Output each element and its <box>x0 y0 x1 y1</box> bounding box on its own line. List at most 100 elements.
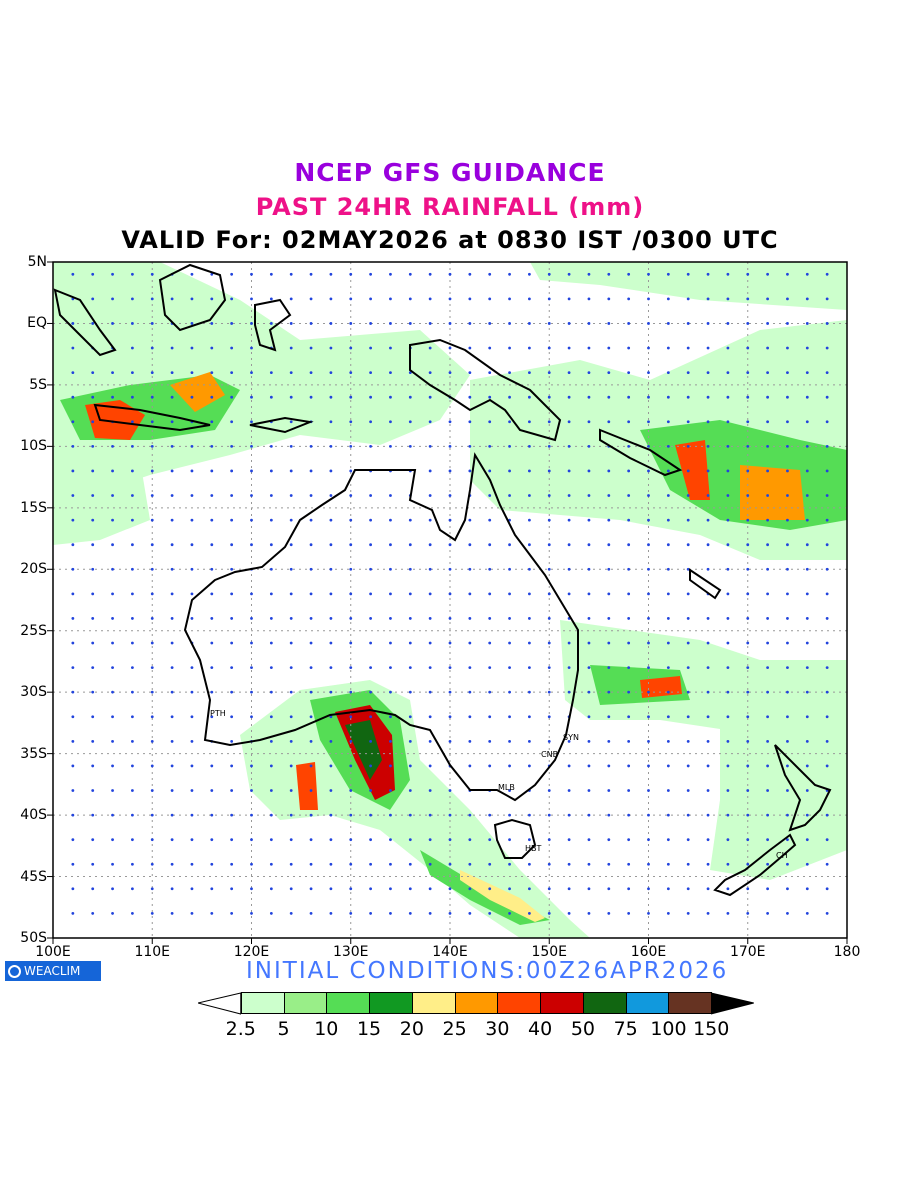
grid-point <box>468 912 472 915</box>
grid-point <box>349 297 353 301</box>
grid-point <box>726 813 730 817</box>
grid-point <box>329 764 333 768</box>
grid-point <box>210 444 214 448</box>
grid-point <box>91 469 95 473</box>
grid-point <box>528 371 531 375</box>
grid-point <box>547 444 551 448</box>
grid-point <box>349 543 353 547</box>
grid-point <box>269 813 273 817</box>
grid-point <box>706 887 710 891</box>
grid-point <box>607 715 611 719</box>
grid-point <box>766 641 769 645</box>
lon-label: 140E <box>432 944 468 960</box>
grid-point <box>349 862 353 866</box>
grid-point <box>746 666 750 669</box>
grid-point <box>508 666 511 669</box>
grid-point <box>329 346 333 350</box>
grid-point <box>269 715 273 719</box>
grid-point <box>230 739 234 743</box>
grid-point <box>746 592 750 596</box>
grid-point <box>746 887 750 891</box>
grid-point <box>389 395 392 399</box>
grid-point <box>825 322 829 325</box>
grid-point <box>230 371 234 375</box>
grid-point <box>389 690 392 694</box>
grid-point <box>170 715 174 719</box>
grid-point <box>150 715 154 719</box>
grid-point <box>269 322 273 325</box>
grid-point <box>528 912 531 915</box>
sulawesi-coastline <box>254 298 292 352</box>
grid-point <box>547 862 551 866</box>
grid-point <box>666 322 670 325</box>
grid-point <box>210 322 214 325</box>
grid-point <box>250 838 253 842</box>
grid-point <box>369 912 372 915</box>
grid-point <box>587 494 591 497</box>
lat-label: 20S <box>20 561 47 578</box>
grid-point <box>528 739 531 743</box>
grid-point <box>587 789 591 792</box>
grid-point <box>587 690 591 694</box>
grid-point <box>349 715 353 719</box>
grid-point <box>349 518 353 522</box>
grid-point <box>786 690 789 694</box>
grid-point <box>448 469 452 473</box>
grid-point <box>746 395 750 399</box>
grid-point <box>666 764 670 768</box>
grid-point <box>389 641 392 645</box>
chart-title-valid-time: VALID For: 02MAY2026 at 0830 IST /0300 U… <box>121 226 779 254</box>
grid-point <box>468 813 472 817</box>
grid-point <box>131 494 134 497</box>
grid-point <box>607 641 611 645</box>
grid-point <box>230 567 234 571</box>
grid-point <box>666 715 670 719</box>
grid-point <box>71 715 75 719</box>
grid-point <box>329 297 333 301</box>
grid-point <box>726 543 730 547</box>
grid-point <box>309 272 313 276</box>
grid-point <box>309 887 313 891</box>
grid-point <box>726 297 730 301</box>
grid-point <box>250 912 253 915</box>
grid-point <box>627 715 631 719</box>
grid-point <box>190 838 194 842</box>
grid-point <box>91 322 95 325</box>
grid-point <box>408 567 412 571</box>
grid-point <box>746 715 750 719</box>
grid-point <box>91 764 95 768</box>
grid-point <box>170 887 174 891</box>
grid-point <box>647 371 650 375</box>
grid-point <box>309 518 313 522</box>
grid-point <box>448 862 452 866</box>
grid-point <box>706 272 710 276</box>
grid-point <box>647 272 650 276</box>
grid-point <box>250 887 253 891</box>
grid-point <box>329 666 333 669</box>
grid-point <box>349 912 353 915</box>
grid-point <box>349 567 353 571</box>
grid-point <box>825 297 829 301</box>
tasmania-coastline <box>493 818 537 859</box>
weaclim-logo[interactable]: WEACLIM <box>5 961 101 981</box>
grid-point <box>250 715 253 719</box>
grid-point <box>448 543 452 547</box>
grid-point <box>766 912 769 915</box>
grid-point <box>309 764 313 768</box>
grid-point <box>448 838 452 842</box>
grid-point <box>71 887 75 891</box>
grid-point <box>210 690 214 694</box>
grid-point <box>587 641 591 645</box>
grid-point <box>190 739 194 743</box>
lon-label: 170E <box>729 944 766 960</box>
grid-point <box>647 887 650 891</box>
grid-point <box>528 543 531 547</box>
grid-point <box>349 789 353 792</box>
city-label-pth: PTH <box>210 709 226 718</box>
grid-point <box>250 543 253 547</box>
grid-point <box>210 371 214 375</box>
grid-point <box>468 444 472 448</box>
grid-point <box>706 567 710 571</box>
grid-point <box>269 641 273 645</box>
grid-point <box>250 322 253 325</box>
